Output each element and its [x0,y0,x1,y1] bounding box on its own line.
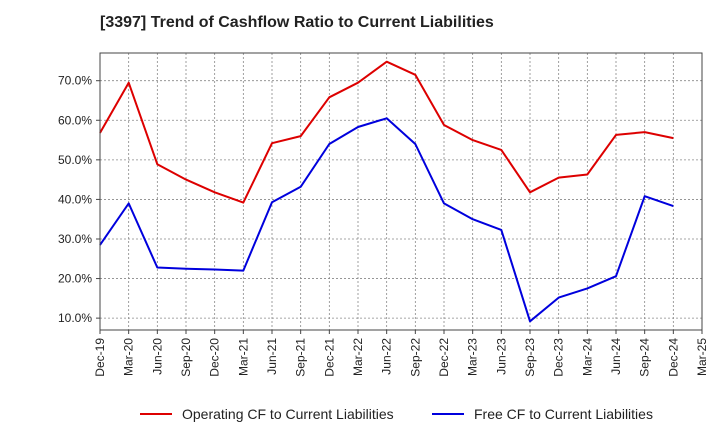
x-tick-label: Sep-22 [408,338,422,377]
plot-area-border [99,52,703,331]
x-axis-ticks: Dec-19 Mar-20 Jun-20 Sep-20 Dec-20 Mar-21 Jun-… [93,330,709,377]
x-tick-label: Sep-21 [294,338,308,377]
y-tick-label: 70.0% [58,74,92,88]
x-tick-label: Jun-22 [380,338,394,375]
x-tick-label: Dec-20 [208,338,222,377]
y-tick-label: 30.0% [58,232,92,246]
x-tick-label: Dec-22 [437,338,451,377]
y-tick-label: 50.0% [58,153,92,167]
y-axis-ticks: 10.0% 20.0% 30.0% 40.0% 50.0% 60.0% 70.0% [58,74,100,325]
x-tick-label: Jun-24 [609,338,623,375]
grid-lines [99,53,703,330]
x-tick-label: Mar-25 [695,338,709,376]
legend: Operating CF to Current Liabilities Free … [140,406,653,422]
x-tick-label: Sep-23 [523,338,537,377]
x-tick-label: Jun-20 [150,338,164,375]
x-tick-label: Mar-23 [466,338,480,376]
x-tick-label: Mar-21 [236,338,250,376]
chart-title: [3397] Trend of Cashflow Ratio to Curren… [100,14,494,31]
y-tick-label: 40.0% [58,192,92,206]
x-tick-label: Sep-24 [638,338,652,377]
series-line-2 [99,117,674,323]
y-tick-label: 10.0% [58,311,92,325]
x-tick-label: Jun-21 [265,338,279,375]
x-tick-label: Dec-19 [93,338,107,377]
series-lines [99,60,674,323]
x-tick-label: Dec-23 [552,338,566,377]
legend-label: Operating CF to Current Liabilities [182,406,394,422]
y-tick-label: 60.0% [58,113,92,127]
legend-label: Free CF to Current Liabilities [474,406,653,422]
x-tick-label: Mar-22 [351,338,365,376]
y-tick-label: 20.0% [58,272,92,286]
x-tick-label: Sep-20 [179,338,193,377]
x-tick-label: Dec-24 [666,338,680,377]
x-tick-label: Jun-23 [494,338,508,375]
x-tick-label: Dec-21 [322,338,336,377]
x-tick-label: Mar-20 [122,338,136,376]
series-line-1 [99,60,674,204]
x-tick-label: Mar-24 [580,338,594,376]
